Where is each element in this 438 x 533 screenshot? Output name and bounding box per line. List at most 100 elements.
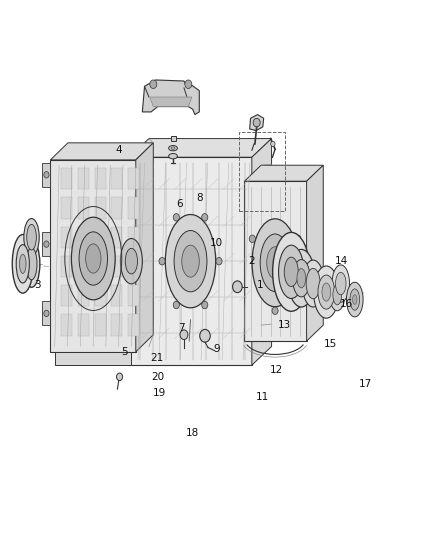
Text: 15: 15 [324,339,337,349]
Polygon shape [128,256,139,277]
Ellipse shape [169,146,177,151]
Circle shape [173,214,180,221]
Polygon shape [78,227,89,248]
Circle shape [180,330,188,340]
Ellipse shape [267,247,283,279]
Polygon shape [244,165,323,181]
Ellipse shape [318,275,335,309]
Circle shape [185,80,192,88]
Polygon shape [61,227,72,248]
Bar [239,132,285,211]
Polygon shape [129,139,272,157]
Text: 8: 8 [196,193,203,203]
Polygon shape [95,168,106,189]
Ellipse shape [260,234,290,292]
Polygon shape [252,139,272,365]
Ellipse shape [322,283,331,301]
Ellipse shape [71,217,115,300]
Polygon shape [78,168,89,189]
Text: 17: 17 [359,379,372,389]
Circle shape [44,172,49,178]
Ellipse shape [252,219,298,307]
Ellipse shape [12,235,33,293]
Ellipse shape [302,260,324,307]
Circle shape [271,141,275,147]
Ellipse shape [174,231,207,292]
Circle shape [201,214,208,221]
Circle shape [173,301,180,309]
Text: 12: 12 [270,366,283,375]
Circle shape [295,235,301,243]
Polygon shape [129,157,252,365]
Ellipse shape [79,232,107,285]
Polygon shape [78,256,89,277]
Ellipse shape [27,224,36,250]
Ellipse shape [333,285,342,305]
Polygon shape [61,256,72,277]
Polygon shape [111,314,122,336]
Ellipse shape [293,260,310,297]
Ellipse shape [120,239,142,284]
Polygon shape [50,160,136,352]
Ellipse shape [16,245,29,283]
Ellipse shape [346,282,363,317]
Circle shape [249,235,255,243]
Circle shape [253,118,260,127]
Ellipse shape [297,269,306,288]
Ellipse shape [314,266,339,318]
Text: 4: 4 [115,146,122,155]
Polygon shape [136,143,153,352]
Text: 1: 1 [257,280,264,290]
Polygon shape [128,314,139,336]
Ellipse shape [171,147,175,150]
Text: 9: 9 [213,344,220,354]
Ellipse shape [26,248,37,280]
Circle shape [201,301,208,309]
Ellipse shape [284,257,298,287]
Polygon shape [61,285,72,306]
Polygon shape [55,352,131,365]
Circle shape [233,281,242,293]
Text: 5: 5 [121,347,128,357]
Polygon shape [250,115,264,131]
Text: 2: 2 [248,256,255,266]
Text: 7: 7 [178,323,185,333]
Polygon shape [128,197,139,219]
Ellipse shape [85,244,101,273]
Polygon shape [111,285,122,306]
Ellipse shape [353,295,357,304]
Polygon shape [142,80,199,115]
Text: 19: 19 [153,389,166,398]
Polygon shape [61,197,72,219]
Polygon shape [95,285,106,306]
Text: 6: 6 [176,199,183,208]
Polygon shape [128,285,139,306]
Ellipse shape [125,248,138,274]
Text: 21: 21 [150,353,163,363]
Ellipse shape [169,154,177,159]
Circle shape [216,257,222,265]
Text: 18: 18 [186,428,199,438]
Ellipse shape [288,249,315,307]
Text: 13: 13 [278,320,291,330]
Polygon shape [42,163,50,187]
Polygon shape [307,165,323,341]
Polygon shape [111,168,122,189]
Ellipse shape [182,245,199,277]
Ellipse shape [350,289,360,310]
Polygon shape [42,232,50,256]
Text: 11: 11 [256,392,269,402]
Polygon shape [95,227,106,248]
Polygon shape [78,285,89,306]
Ellipse shape [332,265,350,302]
Ellipse shape [19,254,26,273]
Ellipse shape [279,245,304,298]
Ellipse shape [23,240,40,287]
Polygon shape [128,168,139,189]
Circle shape [44,310,49,317]
Text: 3: 3 [34,280,41,290]
Circle shape [200,329,210,342]
Polygon shape [50,143,153,160]
Circle shape [272,307,278,314]
Ellipse shape [24,219,39,256]
